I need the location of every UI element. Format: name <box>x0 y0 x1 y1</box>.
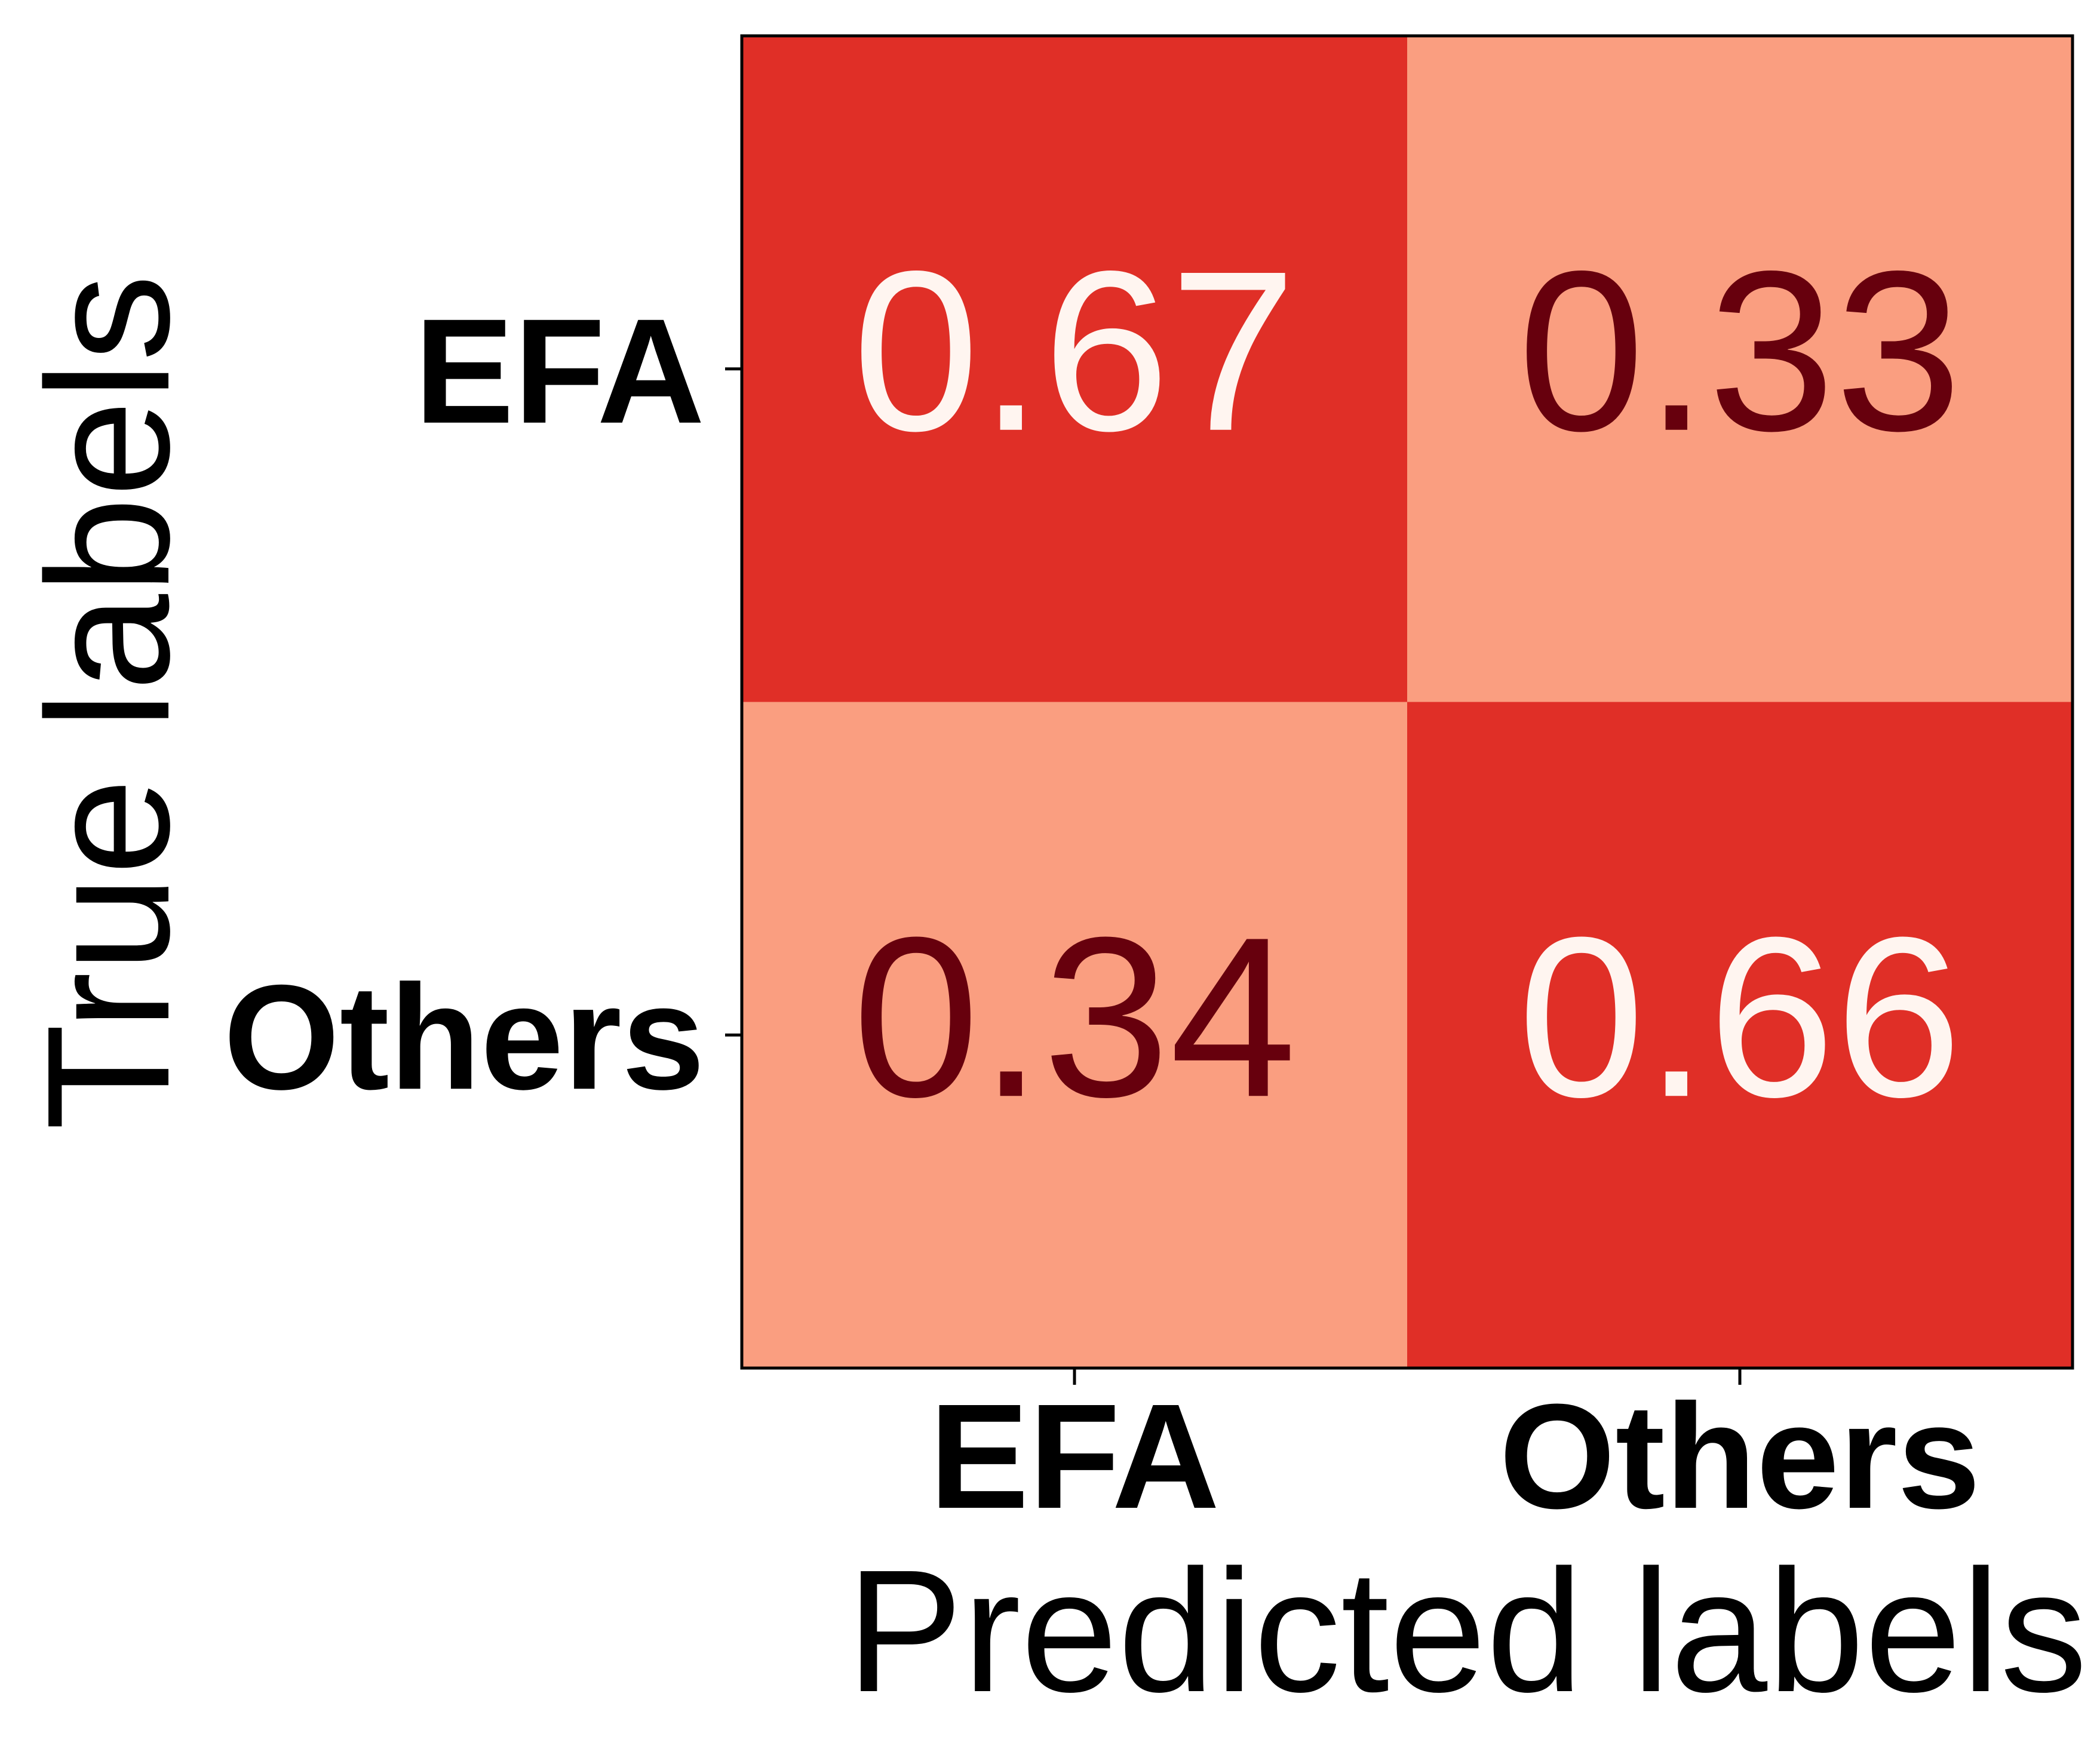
plot-frame <box>740 34 2074 1370</box>
cell-value-label: 0.34 <box>852 889 1296 1144</box>
cell-value-label: 0.66 <box>1518 889 1961 1144</box>
x-axis-label: Predicted labels <box>846 1533 2087 1728</box>
heatmap-cells: 0.67 0.33 0.34 0.66 <box>742 36 2073 1368</box>
cell-value-label: 0.67 <box>852 223 1296 478</box>
heatmap-cell-others-efa <box>742 702 1407 1368</box>
x-tick-label-others: Others <box>1499 1373 1981 1539</box>
y-tick-label-others: Others <box>223 954 705 1120</box>
axis-ticks <box>725 367 1742 1385</box>
heatmap-cell-efa-others <box>1407 36 2073 702</box>
cell-value-label: 0.33 <box>1518 223 1961 478</box>
x-tick-label-efa: EFA <box>929 1373 1220 1539</box>
y-axis-label: True labels <box>11 274 205 1130</box>
heatmap-cell-efa-efa <box>742 36 1407 702</box>
tick-labels: EFA Others EFA Others <box>223 288 1981 1539</box>
y-tick-label-efa: EFA <box>415 288 705 454</box>
heatmap-cell-others-others <box>1407 702 2073 1368</box>
